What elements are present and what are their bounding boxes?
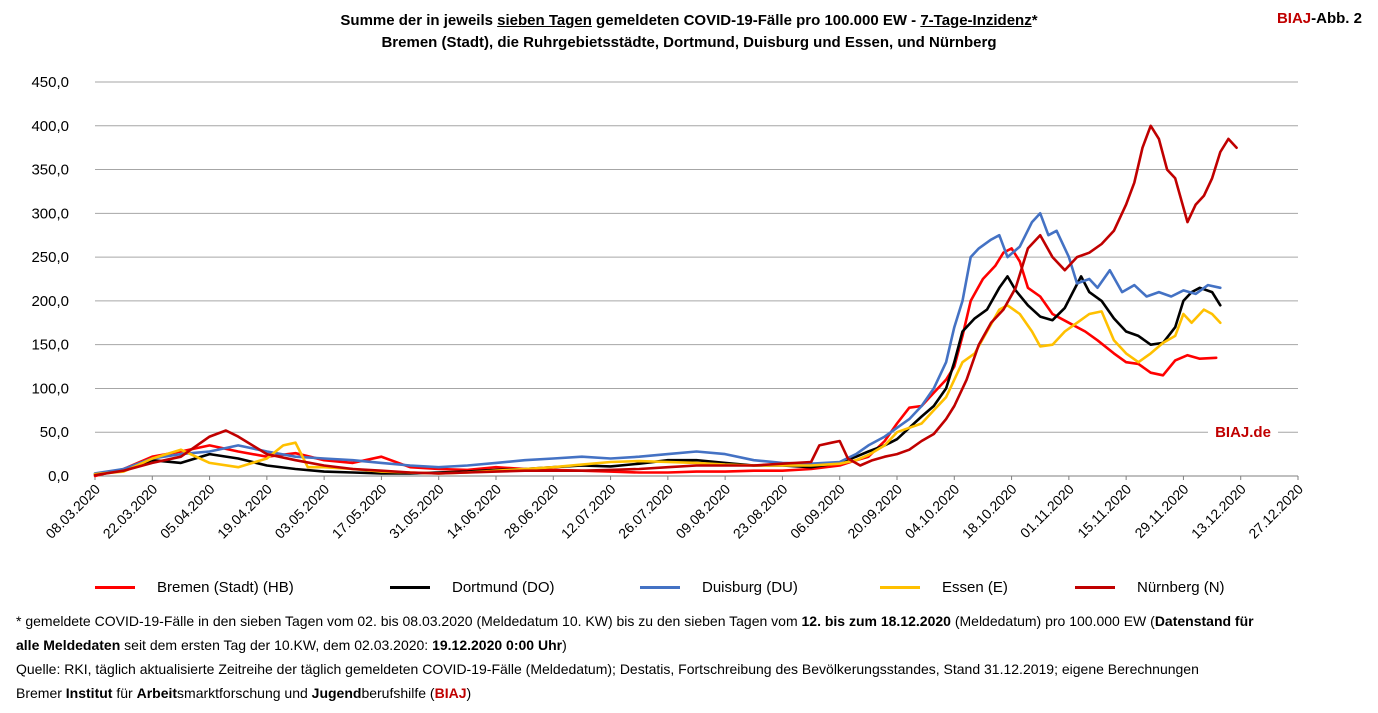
x-tick-label: 09.08.2020 bbox=[672, 481, 733, 542]
x-tick-label: 20.09.2020 bbox=[844, 481, 905, 542]
watermark: BIAJ.de bbox=[1215, 424, 1271, 441]
x-tick-label: 27.12.2020 bbox=[1245, 481, 1306, 542]
x-tick-label: 05.04.2020 bbox=[157, 481, 218, 542]
x-tick-label: 17.05.2020 bbox=[329, 481, 390, 542]
line-chart: 0,0 50,0 100,0 150,0 200,0 250,0 300,0 350,0 400… bbox=[31, 74, 1306, 542]
x-tick-label: 06.09.2020 bbox=[787, 481, 848, 542]
x-tick-label: 29.11.2020 bbox=[1131, 481, 1191, 541]
y-tick-label: 100,0 bbox=[31, 380, 69, 397]
x-tick-label: 04.10.2020 bbox=[902, 481, 963, 542]
series-lines bbox=[93, 124, 1238, 478]
y-axis-labels: 0,0 50,0 100,0 150,0 200,0 250,0 300,0 350,0 400… bbox=[31, 74, 69, 485]
y-tick-label: 300,0 bbox=[31, 205, 69, 222]
x-tick-label: 19.04.2020 bbox=[214, 481, 275, 542]
x-tick-label: 13.12.2020 bbox=[1188, 481, 1249, 542]
x-tick-label: 23.08.2020 bbox=[730, 481, 791, 542]
gridlines bbox=[94, 81, 1299, 480]
legend-swatch bbox=[95, 585, 135, 589]
x-tick-label: 12.07.2020 bbox=[558, 481, 619, 542]
series-line-2 bbox=[93, 212, 1222, 475]
y-tick-label: 250,0 bbox=[31, 249, 69, 266]
series-line-4 bbox=[93, 124, 1238, 477]
y-tick-label: 150,0 bbox=[31, 337, 69, 354]
x-tick-label: 22.03.2020 bbox=[100, 481, 161, 542]
legend-item-dortmund: Dortmund (DO) bbox=[390, 577, 555, 597]
x-tick-label: 15.11.2020 bbox=[1074, 481, 1134, 541]
x-tick-label: 08.03.2020 bbox=[42, 481, 103, 542]
x-tick-label: 28.06.2020 bbox=[501, 481, 562, 542]
figure-badge: BIAJ-Abb. 2 bbox=[1276, 10, 1362, 27]
y-tick-label: 350,0 bbox=[31, 162, 69, 179]
y-tick-label: 400,0 bbox=[31, 118, 69, 135]
title-line-1: Summe der in jeweils sieben Tagen gemeld… bbox=[340, 12, 1038, 29]
legend-swatch bbox=[880, 585, 920, 589]
series-line-0 bbox=[93, 247, 1218, 478]
legend-swatch bbox=[640, 585, 680, 589]
source-line: Quelle: RKI, täglich aktualisierte Zeitr… bbox=[16, 661, 1199, 677]
footnote-line-1: * gemeldete COVID-19-Fälle in den sieben… bbox=[16, 613, 1254, 629]
x-axis-labels: 08.03.202022.03.202005.04.202019.04.2020… bbox=[42, 481, 1306, 542]
legend-swatch bbox=[390, 585, 430, 589]
x-tick-label: 03.05.2020 bbox=[271, 481, 332, 542]
institute-line: Bremer Institut für Arbeitsmarktforschun… bbox=[16, 685, 472, 701]
y-tick-label: 200,0 bbox=[31, 293, 69, 310]
x-tick-label: 26.07.2020 bbox=[615, 481, 676, 542]
watermark-bg bbox=[1208, 422, 1278, 442]
x-tick-label: 31.05.2020 bbox=[386, 481, 447, 542]
legend-item-bremen: Bremen (Stadt) (HB) bbox=[95, 577, 294, 597]
chart-title: Summe der in jeweils sieben Tagen gemeld… bbox=[0, 10, 1378, 54]
legend-item-nuernberg: Nürnberg (N) bbox=[1075, 577, 1225, 597]
y-tick-label: 50,0 bbox=[40, 424, 69, 441]
legend-item-essen: Essen (E) bbox=[880, 577, 1008, 597]
y-tick-label: 450,0 bbox=[31, 74, 69, 91]
x-tick-label: 01.11.2020 bbox=[1017, 481, 1077, 541]
x-tick-label: 14.06.2020 bbox=[443, 481, 504, 542]
legend: Bremen (Stadt) (HB) Dortmund (DO) Duisbu… bbox=[95, 577, 1305, 597]
x-tick-label: 18.10.2020 bbox=[959, 481, 1020, 542]
legend-item-duisburg: Duisburg (DU) bbox=[640, 577, 798, 597]
series-line-1 bbox=[93, 275, 1222, 476]
y-tick-label: 0,0 bbox=[48, 468, 69, 485]
footnotes: * gemeldete COVID-19-Fälle in den sieben… bbox=[16, 609, 1366, 705]
legend-swatch bbox=[1075, 585, 1115, 589]
series-line-3 bbox=[93, 304, 1222, 476]
title-line-2: Bremen (Stadt), die Ruhrgebietsstädte, D… bbox=[381, 34, 997, 51]
footnote-line-2: alle Meldedaten seit dem ersten Tag der … bbox=[16, 637, 567, 653]
